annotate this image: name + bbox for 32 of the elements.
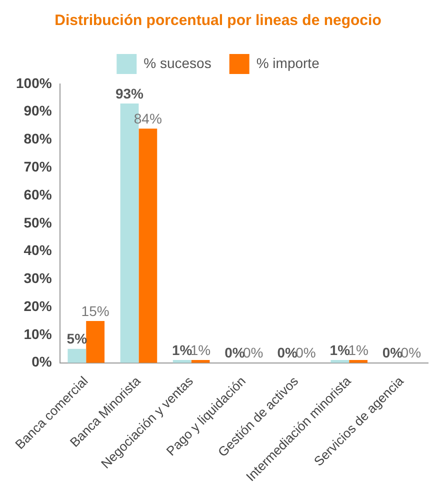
bar [86,321,105,363]
data-label: 0% [400,344,422,361]
y-tick-label: 80% [24,130,52,147]
y-tick-label: 50% [24,214,52,230]
legend-label: % sucesos [144,54,212,71]
data-label: 1% [172,342,193,358]
legend-label: % importe [256,54,320,71]
data-label: 93% [115,85,144,102]
data-label: 0% [382,344,404,361]
data-label: 1% [330,342,351,358]
bar [349,360,368,363]
data-label: 0% [277,344,298,361]
bar [68,348,86,363]
y-tick-label: 70% [24,158,52,175]
y-tick-label: 30% [24,270,52,286]
bar [138,128,158,363]
data-label: 0% [242,344,264,361]
data-label: 1% [190,342,211,358]
y-tick-label: 40% [24,242,52,258]
bar [172,360,192,363]
chart-title: Distribución porcentual por lineas de negocio [54,12,382,30]
y-tick-label: 10% [24,326,52,342]
y-tick-label: 60% [24,186,52,202]
y-tick-label: 90% [24,102,52,119]
data-label: 0% [296,344,316,361]
data-label: 1% [348,342,368,358]
y-tick-label: 100% [16,74,52,91]
data-label: 15% [81,302,110,319]
y-tick-label: 20% [24,298,52,314]
bar [330,360,350,363]
data-label: 0% [224,344,246,361]
y-tick-label: 0% [32,354,52,370]
